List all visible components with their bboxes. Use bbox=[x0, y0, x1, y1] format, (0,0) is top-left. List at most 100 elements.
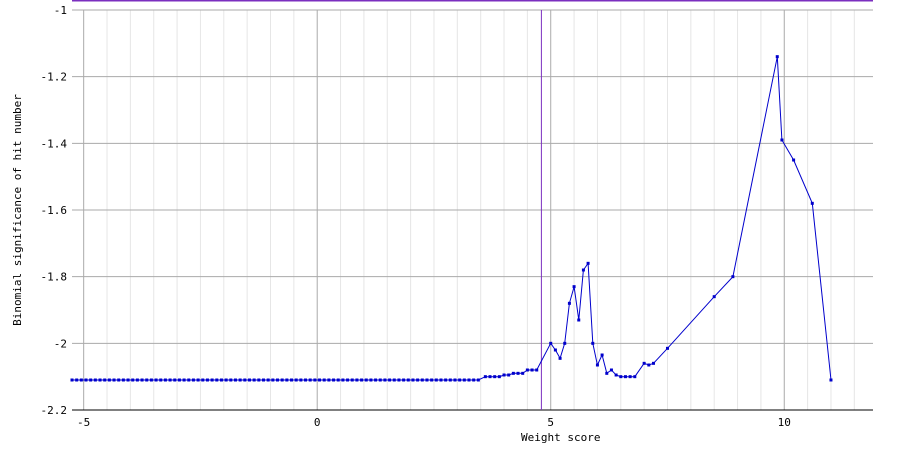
data-point bbox=[439, 378, 443, 382]
data-point bbox=[416, 378, 420, 382]
data-point bbox=[530, 368, 534, 372]
data-point bbox=[93, 378, 97, 382]
data-point bbox=[177, 378, 181, 382]
data-point bbox=[145, 378, 149, 382]
data-point bbox=[549, 341, 553, 345]
data-point bbox=[374, 378, 378, 382]
data-point bbox=[647, 363, 651, 367]
series-line bbox=[72, 56, 832, 381]
data-point bbox=[336, 378, 340, 382]
data-point bbox=[558, 356, 562, 360]
data-point bbox=[392, 378, 396, 382]
data-point bbox=[261, 378, 265, 382]
data-point bbox=[322, 378, 326, 382]
data-point bbox=[369, 378, 373, 382]
data-point bbox=[425, 378, 429, 382]
data-point bbox=[397, 378, 401, 382]
data-point bbox=[107, 378, 111, 382]
major-grid bbox=[72, 9, 873, 411]
x-axis-label: Weight score bbox=[521, 431, 600, 444]
data-point bbox=[308, 378, 312, 382]
data-point bbox=[609, 368, 613, 372]
data-point bbox=[327, 378, 331, 382]
data-point bbox=[210, 378, 214, 382]
data-point bbox=[507, 373, 511, 377]
data-point bbox=[89, 378, 93, 382]
data-point bbox=[98, 378, 102, 382]
data-point bbox=[472, 378, 476, 382]
data-point bbox=[497, 375, 501, 379]
x-tick-labels: -5 0 5 10 bbox=[77, 416, 791, 429]
data-point bbox=[493, 375, 497, 379]
data-point bbox=[651, 361, 655, 365]
y-tick-label: -1.6 bbox=[41, 204, 68, 217]
data-point bbox=[294, 378, 298, 382]
data-point bbox=[453, 378, 457, 382]
y-tick-labels: -1 -1.2 -1.4 -1.6 -1.8 -2 -2.2 bbox=[41, 4, 68, 417]
data-point bbox=[829, 378, 833, 382]
data-point bbox=[483, 375, 487, 379]
data-point bbox=[434, 378, 438, 382]
data-point bbox=[563, 341, 567, 345]
data-point bbox=[586, 261, 590, 265]
data-point bbox=[112, 378, 116, 382]
data-point bbox=[299, 378, 303, 382]
data-point bbox=[276, 378, 280, 382]
data-point bbox=[572, 285, 576, 289]
data-point bbox=[388, 378, 392, 382]
x-tick-label: -5 bbox=[77, 416, 90, 429]
data-point bbox=[591, 341, 595, 345]
data-point bbox=[553, 348, 557, 352]
data-point bbox=[595, 363, 599, 367]
data-point bbox=[103, 378, 107, 382]
data-point bbox=[430, 378, 434, 382]
y-tick-label: -2.2 bbox=[41, 404, 68, 417]
y-tick-label: -1.4 bbox=[41, 137, 68, 150]
data-point bbox=[168, 378, 172, 382]
series-markers bbox=[70, 55, 833, 382]
data-point bbox=[350, 378, 354, 382]
data-point bbox=[406, 378, 410, 382]
data-point bbox=[313, 378, 317, 382]
data-point bbox=[163, 378, 167, 382]
data-point bbox=[810, 201, 814, 205]
data-point bbox=[521, 371, 525, 375]
data-point bbox=[355, 378, 359, 382]
data-point bbox=[488, 375, 492, 379]
data-point bbox=[196, 378, 200, 382]
data-point bbox=[577, 318, 581, 322]
data-point bbox=[135, 378, 139, 382]
data-point bbox=[285, 378, 289, 382]
data-point bbox=[154, 378, 158, 382]
y-tick-label: -2 bbox=[54, 337, 67, 350]
data-point bbox=[642, 361, 646, 365]
data-point bbox=[665, 346, 669, 350]
data-point bbox=[462, 378, 466, 382]
data-point bbox=[378, 378, 382, 382]
data-point bbox=[411, 378, 415, 382]
x-tick-label: 5 bbox=[547, 416, 554, 429]
data-point bbox=[476, 378, 480, 382]
data-point bbox=[247, 378, 251, 382]
data-point bbox=[219, 378, 223, 382]
data-point bbox=[633, 375, 637, 379]
data-point bbox=[567, 301, 571, 305]
data-point bbox=[126, 378, 130, 382]
data-point bbox=[628, 375, 632, 379]
data-point bbox=[712, 295, 716, 299]
data-point bbox=[780, 138, 784, 142]
data-point bbox=[731, 275, 735, 279]
data-point bbox=[332, 378, 336, 382]
y-tick-label: -1.2 bbox=[41, 71, 68, 84]
data-point bbox=[516, 371, 520, 375]
data-point bbox=[341, 378, 345, 382]
data-point bbox=[117, 378, 121, 382]
data-point bbox=[448, 378, 452, 382]
data-point bbox=[346, 378, 350, 382]
x-tick-label: 0 bbox=[314, 416, 321, 429]
data-point bbox=[238, 378, 242, 382]
data-point bbox=[233, 378, 237, 382]
data-point bbox=[266, 378, 270, 382]
data-point bbox=[215, 378, 219, 382]
data-point bbox=[600, 353, 604, 357]
